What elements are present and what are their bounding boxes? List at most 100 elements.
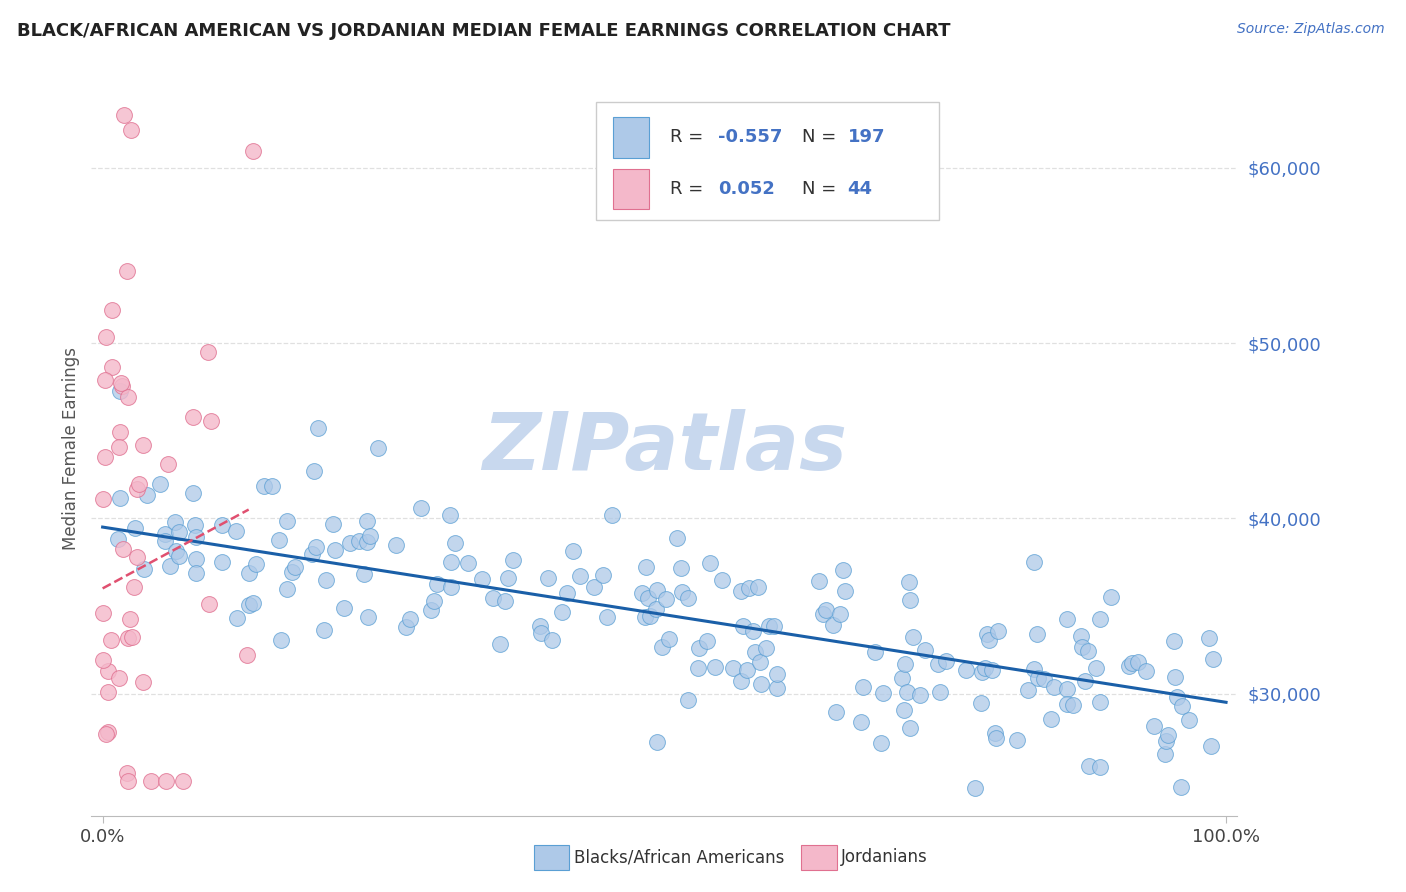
Point (699, 556, 721, 570)
Point (107, 532, 129, 546)
Point (872, 686, 894, 700)
Point (165, 544, 187, 558)
Point (1170, 780, 1192, 794)
Point (551, 605, 574, 619)
Point (651, 640, 673, 655)
Point (1017, 683, 1039, 698)
Point (890, 672, 912, 686)
Point (120, 123, 142, 137)
Point (676, 692, 699, 706)
Point (569, 568, 592, 582)
Point (496, 571, 519, 585)
Point (1090, 760, 1112, 774)
Point (832, 564, 855, 578)
Point (111, 378, 134, 392)
Point (322, 517, 344, 532)
Point (811, 607, 834, 621)
Point (634, 610, 657, 624)
Point (115, 766, 138, 780)
Point (1025, 627, 1047, 641)
Text: R =: R = (671, 180, 709, 198)
Point (238, 566, 260, 580)
Text: N =: N = (801, 128, 842, 146)
Point (834, 583, 856, 598)
Point (987, 624, 1010, 639)
Point (935, 654, 957, 668)
Text: N =: N = (801, 180, 842, 198)
Point (1090, 612, 1112, 626)
Point (555, 586, 578, 600)
Point (200, 414, 222, 428)
Point (852, 680, 875, 694)
Point (731, 619, 754, 633)
Point (530, 626, 553, 640)
Point (747, 580, 769, 594)
Point (502, 553, 524, 567)
Point (93, 606, 115, 620)
Point (110, 425, 132, 439)
Point (669, 561, 692, 575)
Text: Blacks/African Americans: Blacks/African Americans (574, 848, 785, 866)
Text: R =: R = (671, 128, 709, 146)
Point (749, 677, 772, 691)
Point (742, 624, 765, 639)
Point (305, 540, 328, 554)
Point (970, 697, 993, 711)
Point (894, 657, 917, 671)
Point (110, 491, 132, 506)
Point (976, 626, 998, 640)
Point (184, 518, 207, 533)
Point (121, 631, 143, 645)
Point (471, 572, 494, 586)
Point (965, 781, 987, 796)
Point (307, 420, 329, 434)
Point (1077, 644, 1099, 658)
Point (131, 674, 153, 689)
Point (111, 541, 134, 556)
Point (385, 537, 408, 551)
Point (723, 660, 745, 674)
Point (225, 611, 247, 625)
Point (101, 360, 124, 375)
Point (807, 574, 830, 588)
Point (134, 562, 156, 576)
Point (824, 705, 846, 719)
Bar (613, 169, 650, 209)
Point (117, 390, 139, 404)
Text: BLACK/AFRICAN AMERICAN VS JORDANIAN MEDIAN FEMALE EARNINGS CORRELATION CHART: BLACK/AFRICAN AMERICAN VS JORDANIAN MEDI… (17, 22, 950, 40)
Point (1056, 612, 1078, 626)
Point (270, 632, 292, 647)
Point (149, 476, 172, 491)
Point (281, 565, 304, 579)
Point (1070, 629, 1092, 643)
Text: Jordanians: Jordanians (841, 848, 928, 866)
Point (735, 663, 758, 677)
Point (115, 264, 138, 278)
Point (914, 642, 936, 657)
Point (1074, 674, 1097, 689)
Text: 197: 197 (848, 128, 886, 146)
Point (1062, 698, 1084, 713)
Point (225, 524, 247, 538)
Point (284, 559, 307, 574)
Point (100, 303, 122, 318)
Point (755, 640, 778, 655)
Bar (613, 117, 650, 158)
Point (1164, 670, 1187, 684)
Point (186, 566, 208, 580)
Point (117, 631, 139, 645)
Text: Source: ZipAtlas.com: Source: ZipAtlas.com (1237, 22, 1385, 37)
Point (645, 582, 668, 597)
Point (1099, 591, 1122, 605)
Point (198, 597, 221, 611)
Point (181, 410, 204, 425)
Point (973, 661, 995, 675)
Point (276, 514, 298, 528)
Point (112, 108, 135, 122)
Point (828, 607, 851, 621)
Point (898, 722, 921, 736)
Point (1143, 719, 1166, 733)
Point (1071, 640, 1094, 655)
Point (758, 619, 780, 633)
Point (1163, 633, 1185, 648)
